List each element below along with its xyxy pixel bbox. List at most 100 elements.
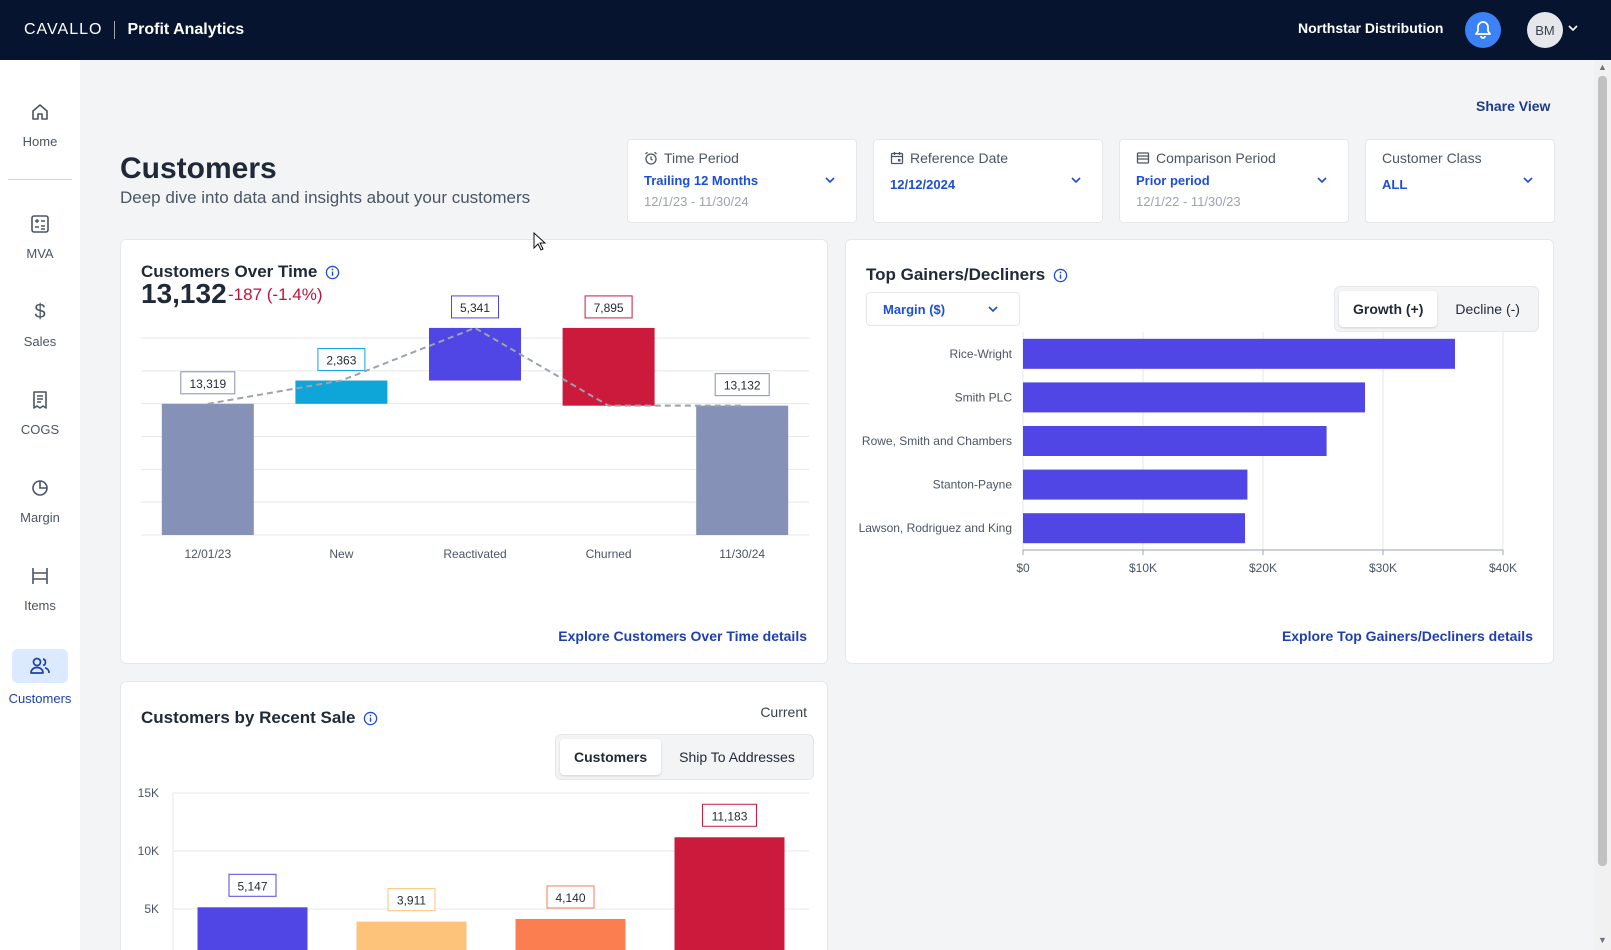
- alarm-clock-icon: [645, 151, 657, 165]
- sidebar-item-label: Sales: [23, 334, 57, 349]
- x-tick-label: $40K: [1489, 561, 1517, 575]
- x-tick-label: $30K: [1369, 561, 1397, 575]
- comparison-period-filter[interactable]: Comparison Period Prior period 12/1/22 -…: [1119, 139, 1349, 223]
- filter-value: 12/12/2024: [890, 177, 956, 192]
- brand-logo[interactable]: CAVALLO: [24, 21, 103, 38]
- filter-value: Prior period: [1136, 173, 1210, 188]
- sidebar-item-mva[interactable]: MVA: [0, 212, 80, 261]
- customers-over-time-card: Customers Over Time 13,132 -187 (-1.4%) …: [120, 239, 828, 664]
- receipt-icon: [28, 388, 52, 412]
- reference-date-filter[interactable]: Reference Date 12/12/2024: [873, 139, 1103, 223]
- sidebar-item-sales[interactable]: $ Sales: [0, 300, 80, 350]
- data-label: 7,895: [594, 301, 624, 315]
- data-label: 3,911: [397, 894, 426, 908]
- scroll-up-arrow[interactable]: ▲: [1598, 62, 1607, 72]
- home-icon: [28, 100, 52, 124]
- data-label: 5,147: [237, 879, 267, 893]
- waterfall-bar: [696, 405, 789, 535]
- data-label-box: [714, 373, 770, 397]
- chevron-down-icon: [1523, 177, 1533, 184]
- info-icon[interactable]: [325, 265, 340, 280]
- dollar-icon: $: [34, 300, 46, 323]
- dropdown-value: Margin ($): [883, 301, 946, 317]
- sidebar-item-customers[interactable]: Customers: [0, 649, 80, 706]
- brand-separator: [114, 21, 116, 39]
- chevron-down-icon: [1317, 177, 1327, 184]
- sidebar-item-label: Customers: [8, 691, 72, 706]
- metric-dropdown[interactable]: Margin ($): [866, 292, 1020, 326]
- ship-to-addresses-toggle-button[interactable]: Ship To Addresses: [679, 749, 795, 765]
- data-label: 13,319: [189, 377, 226, 391]
- x-tick-label: $20K: [1249, 561, 1277, 575]
- info-icon[interactable]: [363, 711, 378, 726]
- kpi-value: 13,132: [141, 278, 227, 309]
- sidebar-item-cogs[interactable]: COGS: [0, 388, 80, 437]
- y-category-label: Lawson, Rodriguez and King: [859, 521, 1012, 535]
- avatar[interactable]: BM: [1527, 12, 1563, 48]
- sidebar-item-items[interactable]: Items: [0, 564, 80, 613]
- top-gainers-bar-chart: $0 $10K $20K $30K $40K Rice-Wright Smith PLC Ro…: [859, 332, 1517, 575]
- page-scrollbar[interactable]: ▲ ▼: [1594, 60, 1611, 950]
- sidebar-divider: [8, 179, 72, 180]
- growth-toggle-button[interactable]: Growth (+): [1339, 291, 1438, 327]
- bar: [1023, 426, 1327, 456]
- mouse-cursor-icon: [533, 232, 547, 251]
- waterfall-bar: [562, 327, 655, 406]
- sidebar-item-home[interactable]: Home: [0, 100, 80, 149]
- filter-value: Trailing 12 Months: [644, 173, 759, 188]
- chevron-down-icon: [1071, 177, 1081, 184]
- trend-line: [207, 326, 743, 407]
- data-label-box: [228, 873, 277, 897]
- app-title: Profit Analytics: [127, 21, 245, 38]
- time-period-filter[interactable]: Time Period Trailing 12 Months 12/1/23 -…: [627, 139, 857, 223]
- customers-waterfall-chart: 13,319 12/01/23 2,363 New 5,341 Reactivated 7,…: [141, 295, 809, 561]
- card-title: Top Gainers/Decliners: [866, 265, 1046, 284]
- chevron-down-icon: [825, 177, 835, 184]
- y-category-label: Rice-Wright: [950, 347, 1013, 361]
- x-tick-label: New: [329, 547, 353, 561]
- info-icon[interactable]: [1053, 268, 1068, 283]
- sidebar-item-margin[interactable]: Margin: [0, 476, 80, 525]
- sidebar-item-label: Margin: [20, 510, 60, 525]
- growth-decline-toggle: Growth (+) Decline (-): [1334, 286, 1539, 332]
- data-label: 11,183: [712, 809, 748, 823]
- bar: [1023, 382, 1365, 413]
- notifications-button[interactable]: [1465, 12, 1501, 48]
- data-label-box: [451, 295, 499, 319]
- waterfall-bar: [161, 403, 254, 535]
- customers-ship-to-toggle: Customers Ship To Addresses: [555, 734, 814, 780]
- bar: [197, 907, 308, 950]
- chevron-down-icon[interactable]: [1567, 22, 1579, 34]
- explore-top-gainers-link[interactable]: Explore Top Gainers/Decliners details: [1281, 628, 1533, 644]
- sidebar: Home MVA $ Sales COGS Margin Items Custo…: [0, 60, 80, 950]
- bar: [515, 918, 626, 950]
- customers-toggle-button[interactable]: Customers: [560, 739, 662, 775]
- data-label: 2,363: [326, 354, 356, 368]
- top-bar: CAVALLO Profit Analytics Northstar Distr…: [0, 0, 1611, 60]
- org-name[interactable]: Northstar Distribution: [1298, 20, 1444, 36]
- bar: [1023, 469, 1248, 500]
- waterfall-bar: [295, 380, 388, 404]
- data-label: 5,341: [460, 301, 490, 315]
- share-view-button[interactable]: Share View: [1476, 98, 1551, 114]
- recent-sale-bar-chart: 15K 10K 5K 5,147 3,911 4,140 11,183: [138, 786, 809, 950]
- filter-label: Time Period: [664, 150, 739, 166]
- customers-by-recent-sale-card: Customers by Recent Sale Current Custome…: [120, 681, 828, 950]
- calendar-icon: [890, 152, 904, 165]
- explore-customers-over-time-link[interactable]: Explore Customers Over Time details: [558, 628, 807, 644]
- data-label-box: [387, 888, 436, 912]
- top-gainers-card: Top Gainers/Decliners Margin ($) Growth …: [845, 239, 1554, 664]
- data-label-box: [180, 371, 236, 395]
- scroll-thumb[interactable]: [1598, 76, 1607, 866]
- sidebar-item-label: MVA: [26, 246, 54, 261]
- y-category-label: Rowe, Smith and Chambers: [862, 434, 1012, 448]
- data-label-box: [546, 885, 595, 909]
- card-title: Customers Over Time: [141, 262, 318, 281]
- decline-toggle-button[interactable]: Decline (-): [1455, 301, 1520, 317]
- pie-chart-icon: [28, 476, 52, 500]
- scroll-down-arrow[interactable]: ▼: [1598, 935, 1607, 945]
- y-tick-label: 5K: [144, 902, 159, 916]
- page-title: Customers: [120, 152, 277, 185]
- customer-class-filter[interactable]: Customer Class ALL: [1365, 139, 1555, 223]
- sidebar-item-label: COGS: [20, 422, 60, 437]
